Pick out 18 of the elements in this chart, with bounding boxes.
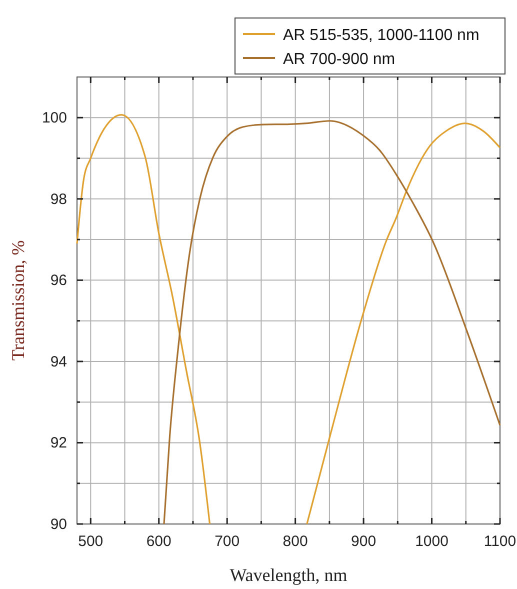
- x-tick-label: 500: [78, 533, 104, 550]
- x-axis-title: Wavelength, nm: [230, 565, 348, 585]
- x-tick-label: 600: [146, 533, 172, 550]
- x-tick-label: 1000: [415, 533, 448, 550]
- x-tick-label: 1100: [484, 533, 516, 550]
- y-tick-label: 98: [50, 190, 67, 208]
- legend-label: AR 700-900 nm: [283, 51, 396, 68]
- y-tick-label: 92: [50, 434, 67, 452]
- y-tick-label: 100: [42, 110, 67, 127]
- x-tick-label: 700: [214, 533, 240, 550]
- line-series: [163, 120, 501, 525]
- x-tick-label: 900: [351, 533, 376, 550]
- y-axis-title: Transmission, %: [8, 240, 28, 361]
- x-tick-label: 800: [282, 533, 308, 550]
- y-tick-label: 90: [50, 516, 67, 533]
- y-tick-label: 96: [50, 272, 67, 290]
- y-tick-label: 94: [50, 353, 67, 370]
- legend-label: AR 515-535, 1000-1100 nm: [283, 27, 480, 44]
